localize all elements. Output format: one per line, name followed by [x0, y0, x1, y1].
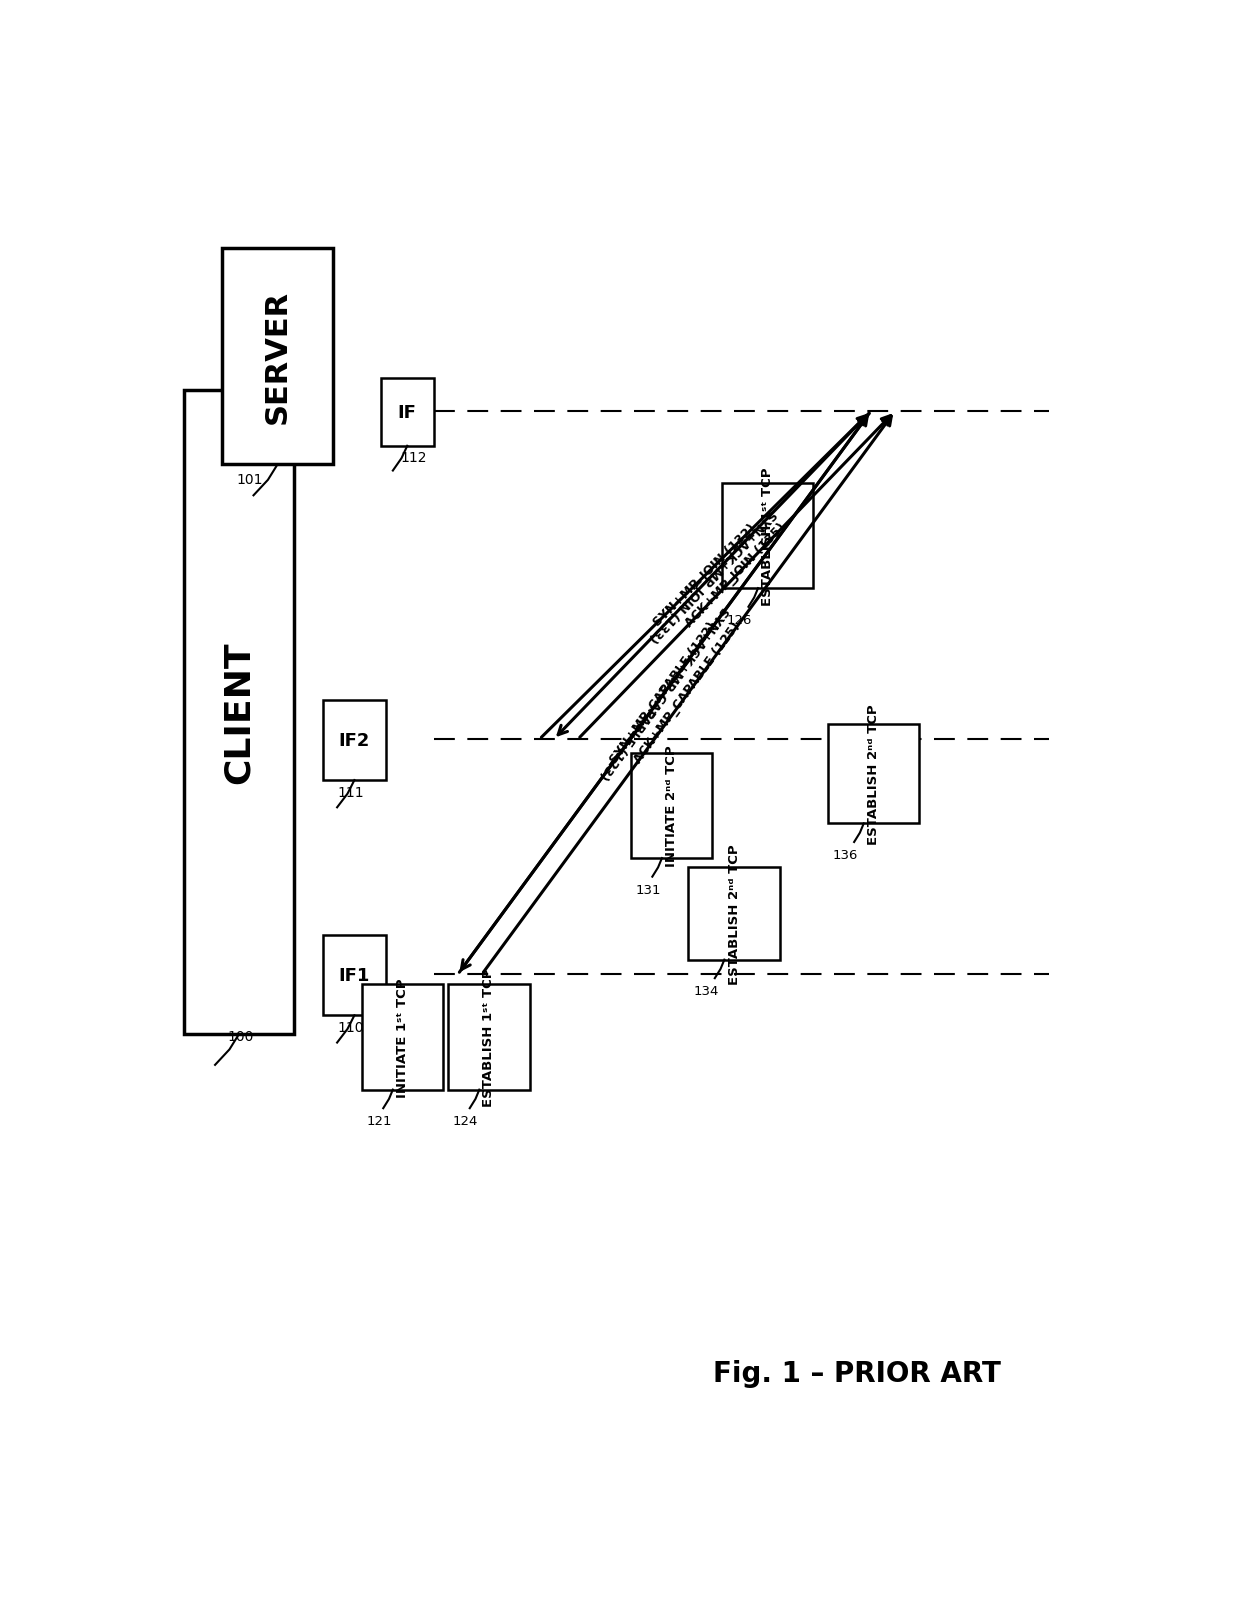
Text: SYN+MP_CAPABLE (122): SYN+MP_CAPABLE (122): [608, 620, 719, 767]
FancyBboxPatch shape: [362, 985, 444, 1090]
Text: 112: 112: [401, 450, 427, 464]
Text: CLIENT: CLIENT: [222, 641, 257, 784]
Text: ESTABLISH 1ˢᵗ TCP: ESTABLISH 1ˢᵗ TCP: [761, 468, 774, 606]
FancyBboxPatch shape: [381, 379, 434, 447]
FancyBboxPatch shape: [324, 701, 386, 781]
Text: 121: 121: [367, 1115, 392, 1128]
Text: ESTABLISH 1ˢᵗ TCP: ESTABLISH 1ˢᵗ TCP: [482, 967, 496, 1107]
FancyBboxPatch shape: [324, 935, 386, 1016]
Text: IF1: IF1: [339, 966, 370, 985]
Text: 100: 100: [227, 1030, 253, 1043]
Text: 111: 111: [337, 786, 365, 800]
FancyBboxPatch shape: [222, 249, 332, 464]
FancyBboxPatch shape: [688, 868, 780, 959]
FancyBboxPatch shape: [631, 754, 712, 858]
FancyBboxPatch shape: [828, 725, 919, 824]
Text: ESTABLISH 2ⁿᵈ TCP: ESTABLISH 2ⁿᵈ TCP: [867, 704, 880, 845]
Text: 131: 131: [635, 884, 661, 897]
Text: INITIATE 1ˢᵗ TCP: INITIATE 1ˢᵗ TCP: [396, 977, 409, 1098]
Text: ACK+MP_JOIN (135): ACK+MP_JOIN (135): [683, 521, 789, 630]
Text: 126: 126: [727, 614, 753, 627]
Text: SYN+MP_JOIN (132): SYN+MP_JOIN (132): [651, 522, 759, 628]
Text: SYN+ACK+MP_CAPABLE (123): SYN+ACK+MP_CAPABLE (123): [596, 604, 730, 781]
Text: 136: 136: [832, 848, 858, 861]
FancyBboxPatch shape: [722, 484, 813, 588]
FancyBboxPatch shape: [184, 391, 294, 1035]
Text: ESTABLISH 2ⁿᵈ TCP: ESTABLISH 2ⁿᵈ TCP: [728, 844, 740, 983]
Text: SERVER: SERVER: [263, 289, 293, 424]
Text: 134: 134: [693, 985, 718, 998]
Text: 124: 124: [453, 1115, 479, 1128]
Text: INITIATE 2ⁿᵈ TCP: INITIATE 2ⁿᵈ TCP: [665, 746, 678, 866]
Text: ACK+MP_CAPABLE (125): ACK+MP_CAPABLE (125): [632, 620, 743, 767]
Text: 101: 101: [237, 472, 263, 487]
Text: IF2: IF2: [339, 731, 370, 749]
Text: SYN+ACK+MP_JOIN (133): SYN+ACK+MP_JOIN (133): [645, 506, 777, 644]
FancyBboxPatch shape: [448, 985, 529, 1090]
Text: 110: 110: [337, 1020, 365, 1035]
Text: Fig. 1 – PRIOR ART: Fig. 1 – PRIOR ART: [713, 1360, 1001, 1387]
Text: IF: IF: [398, 403, 417, 421]
